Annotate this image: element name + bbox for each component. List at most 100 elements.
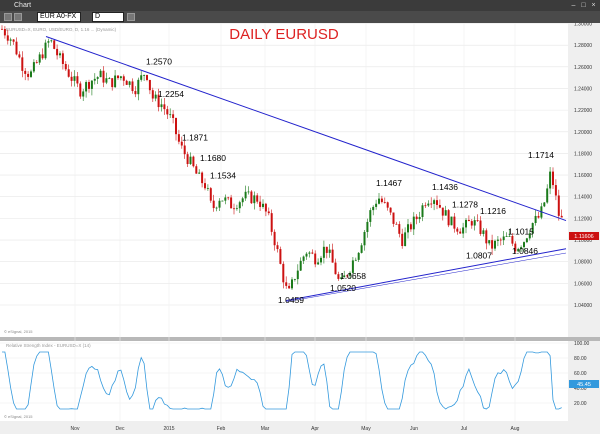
price-annotation: 1.1534 [210, 170, 236, 180]
candle-body [73, 76, 76, 81]
candle-body [375, 203, 378, 207]
candle-body [357, 252, 360, 260]
price-marker: 1.11606 [569, 232, 599, 240]
candle-body [427, 203, 430, 206]
candle-body [47, 41, 50, 43]
candle-body [122, 76, 125, 81]
candle-body [409, 224, 412, 230]
price-chart[interactable]: 1.30000 1.28000 1.26000 1.24000 1.22000 1.200… [0, 23, 600, 434]
candle-body [166, 109, 169, 115]
time-tick-label: May [361, 426, 371, 432]
price-tick-label: 1.18000 [574, 151, 592, 157]
candle-body [438, 204, 441, 208]
candle-body [424, 205, 427, 207]
candle-body [154, 94, 157, 99]
candle-body [157, 94, 160, 108]
candle-body [456, 228, 459, 232]
candle-body [183, 145, 186, 155]
candle-body [61, 53, 64, 64]
candle-body [206, 188, 209, 189]
candle-body [27, 73, 30, 77]
close-icon[interactable]: × [591, 2, 596, 9]
candle-body [209, 188, 212, 201]
candle-body [517, 248, 520, 252]
candle-body [218, 200, 221, 208]
price-tick-label: 1.12000 [574, 216, 592, 222]
candle-body [366, 221, 369, 232]
candle-body [334, 262, 337, 275]
candle-body [15, 41, 18, 55]
rsi-axis-labels: 100.00 80.00 60.00 40.00 20.00 [574, 341, 590, 407]
candle-body [473, 220, 476, 226]
chart-title: DAILY EURUSD [229, 26, 339, 43]
price-tick-label: 1.06000 [574, 281, 592, 287]
candle-body [395, 223, 398, 225]
candle-body [520, 247, 523, 249]
candle-body [262, 203, 264, 207]
candle-body [267, 211, 270, 214]
copyright-top: © eSignal, 2015 [4, 329, 33, 334]
time-tick-label: Dec [116, 426, 125, 432]
candle-body [311, 252, 314, 254]
candle-body [389, 207, 392, 213]
price-annotations: 1.2570 1.2254 1.1871 1.1680 1.1534 1.0459 1.05… [146, 57, 554, 305]
candle-body [491, 240, 494, 249]
candle-body [241, 198, 244, 203]
candle-body [534, 215, 537, 224]
candle-body [508, 235, 511, 237]
price-annotation: 1.2254 [158, 89, 184, 99]
candle-body [67, 69, 70, 77]
minimize-icon[interactable]: – [571, 2, 576, 9]
candle-body [117, 75, 119, 79]
symbol-input[interactable]: EUR A0-FX [37, 12, 81, 22]
interval-select[interactable]: D [92, 12, 124, 22]
color-link-icon[interactable] [14, 13, 22, 21]
candle-body [462, 227, 465, 234]
price-annotation: 1.1680 [200, 153, 226, 163]
candle-body [3, 29, 6, 36]
candle-body [41, 54, 44, 59]
rsi-header: Relative Strength Index - EURUSD=X (14) [6, 343, 91, 348]
candle-body [299, 260, 302, 271]
candle-body [293, 279, 296, 280]
price-annotation: 1.0846 [512, 246, 538, 256]
candle-body [276, 245, 279, 250]
candle-body [482, 230, 485, 234]
rsi-tick-label: 100.00 [574, 341, 590, 347]
candle-body [337, 274, 340, 279]
link-icon[interactable] [4, 13, 12, 21]
pane-divider[interactable] [0, 337, 600, 341]
candlesticks [1, 25, 563, 290]
candle-body [6, 35, 9, 41]
time-axis-labels: Nov Dec 2015 Feb Mar Apr May Jun Jul Aug [71, 426, 520, 432]
candle-body [253, 195, 256, 204]
candle-body [404, 232, 407, 246]
window-titlebar: Chart – □ × [0, 0, 600, 11]
candle-body [90, 80, 93, 89]
time-tick-label: Nov [71, 426, 80, 432]
candle-body [537, 215, 540, 218]
time-tick-label: Apr [311, 426, 319, 432]
candle-body [85, 82, 88, 92]
candle-body [279, 249, 282, 264]
candle-body [148, 79, 151, 91]
candle-body [18, 54, 21, 58]
candle-body [230, 197, 233, 209]
price-tick-label: 1.14000 [574, 195, 592, 201]
candle-body [172, 114, 175, 119]
candle-body [436, 200, 438, 205]
candle-body [557, 195, 560, 216]
price-tick-label: 1.24000 [574, 86, 592, 92]
candle-body [331, 249, 334, 263]
candle-body [273, 231, 276, 246]
maximize-icon[interactable]: □ [581, 2, 586, 9]
candle-body [59, 53, 61, 56]
candle-body [453, 216, 456, 229]
candle-body [111, 78, 114, 88]
candle-body [224, 197, 227, 201]
candle-body [128, 81, 131, 85]
interval-dropdown-icon[interactable] [127, 13, 135, 21]
candle-body [407, 224, 409, 233]
candle-body [372, 206, 375, 211]
candle-body [186, 154, 189, 165]
